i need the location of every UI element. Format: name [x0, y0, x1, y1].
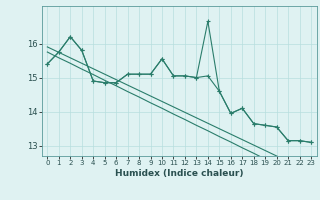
X-axis label: Humidex (Indice chaleur): Humidex (Indice chaleur): [115, 169, 244, 178]
